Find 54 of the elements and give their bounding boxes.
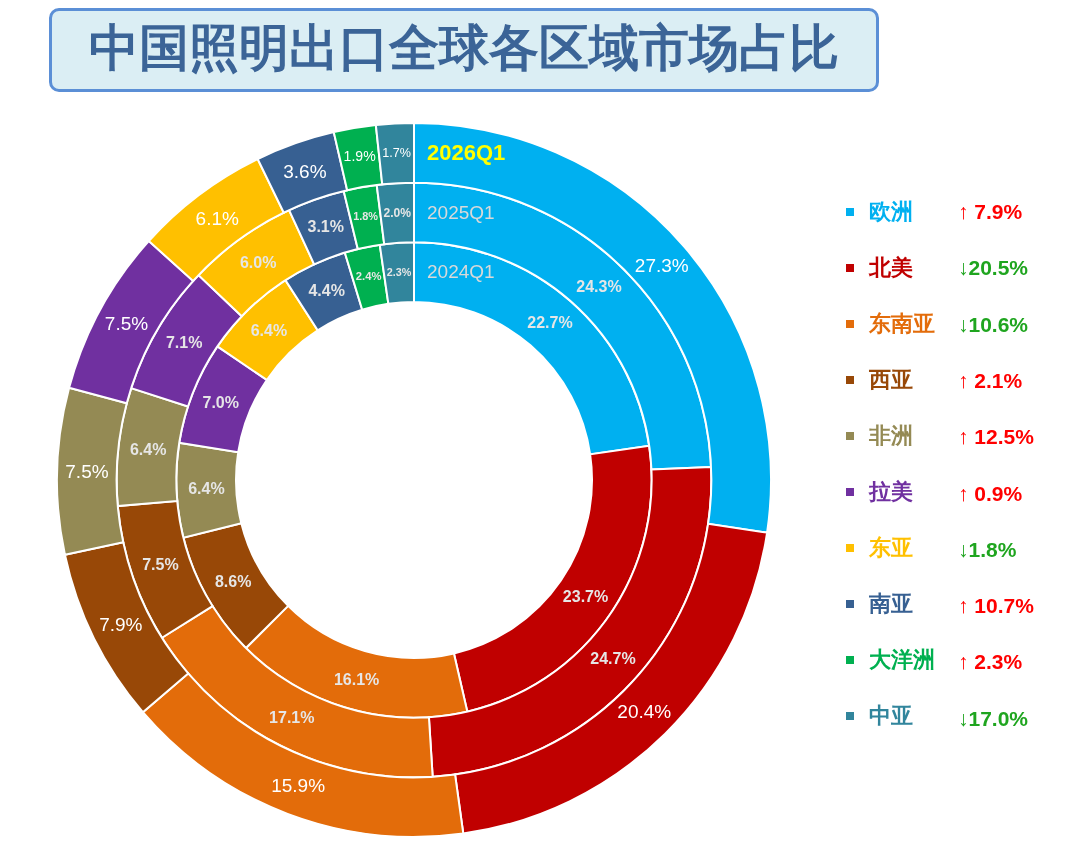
legend-label: 大洋洲: [869, 647, 935, 672]
data-label: 7.5%: [104, 312, 149, 334]
text: ↑ 10.7%: [958, 594, 1035, 618]
legend-label: 东亚: [868, 535, 913, 560]
data-label: 8.6%: [214, 573, 252, 591]
data-label: 7.9%: [99, 614, 143, 636]
data-label: 6.4%: [129, 440, 167, 458]
data-label: 6.4%: [250, 322, 288, 340]
data-label: 2.0%: [383, 206, 412, 221]
data-label: 3.1%: [307, 218, 344, 236]
legend-label: 北美: [868, 255, 913, 280]
data-label: 24.3%: [576, 277, 622, 295]
data-label: 7.0%: [202, 394, 239, 412]
slice-label: 2026Q1: [427, 139, 506, 165]
legend-label: 拉美: [868, 479, 913, 504]
data-label: 7.5%: [65, 460, 109, 482]
text: ↑ 7.9%: [958, 200, 1023, 223]
text: ↑ 0.9%: [958, 481, 1023, 505]
text: ↓10.6%: [958, 312, 1029, 336]
legend-label: 西亚: [868, 367, 913, 392]
data-label: 20.4%: [617, 701, 672, 723]
data-label: 23.7%: [562, 588, 609, 606]
legend-label: 南亚: [868, 591, 913, 616]
data-label: 15.9%: [271, 774, 326, 796]
data-label: 6.1%: [195, 207, 239, 229]
legend-label: 中亚: [869, 703, 913, 728]
chart-title: 中国照明出口全球各区域市场占比: [89, 20, 839, 76]
data-label: 3.6%: [283, 160, 327, 182]
text: ↑ 2.3%: [958, 650, 1023, 674]
text: ↓1.8%: [958, 537, 1017, 561]
data-label: 2.3%: [386, 265, 412, 278]
data-label: 1.7%: [382, 146, 411, 161]
data-label: 24.7%: [590, 649, 636, 667]
slice-label: 2025Q1: [427, 201, 495, 223]
data-label: 1.9%: [343, 148, 377, 165]
data-label: 6.0%: [239, 253, 277, 271]
legend-label: 东南亚: [868, 311, 935, 336]
legend-label: 欧洲: [869, 199, 913, 224]
data-label: 7.1%: [165, 334, 203, 352]
text: ↑ 12.5%: [958, 425, 1035, 449]
slice-label: 2024Q1: [427, 261, 495, 283]
text: ↓17.0%: [958, 706, 1029, 730]
data-label: 16.1%: [333, 670, 380, 688]
data-label: 4.4%: [308, 282, 345, 300]
data-label: 7.5%: [142, 556, 179, 574]
text: ↑ 2.1%: [958, 368, 1023, 392]
text: ↓20.5%: [958, 256, 1029, 280]
data-label: 1.8%: [353, 209, 379, 222]
data-label: 17.1%: [269, 708, 315, 726]
data-label: 27.3%: [634, 255, 689, 277]
data-label: 22.7%: [527, 313, 573, 331]
legend-label: 非洲: [868, 423, 913, 448]
data-label: 2.4%: [355, 270, 382, 283]
data-label: 6.4%: [188, 480, 225, 498]
